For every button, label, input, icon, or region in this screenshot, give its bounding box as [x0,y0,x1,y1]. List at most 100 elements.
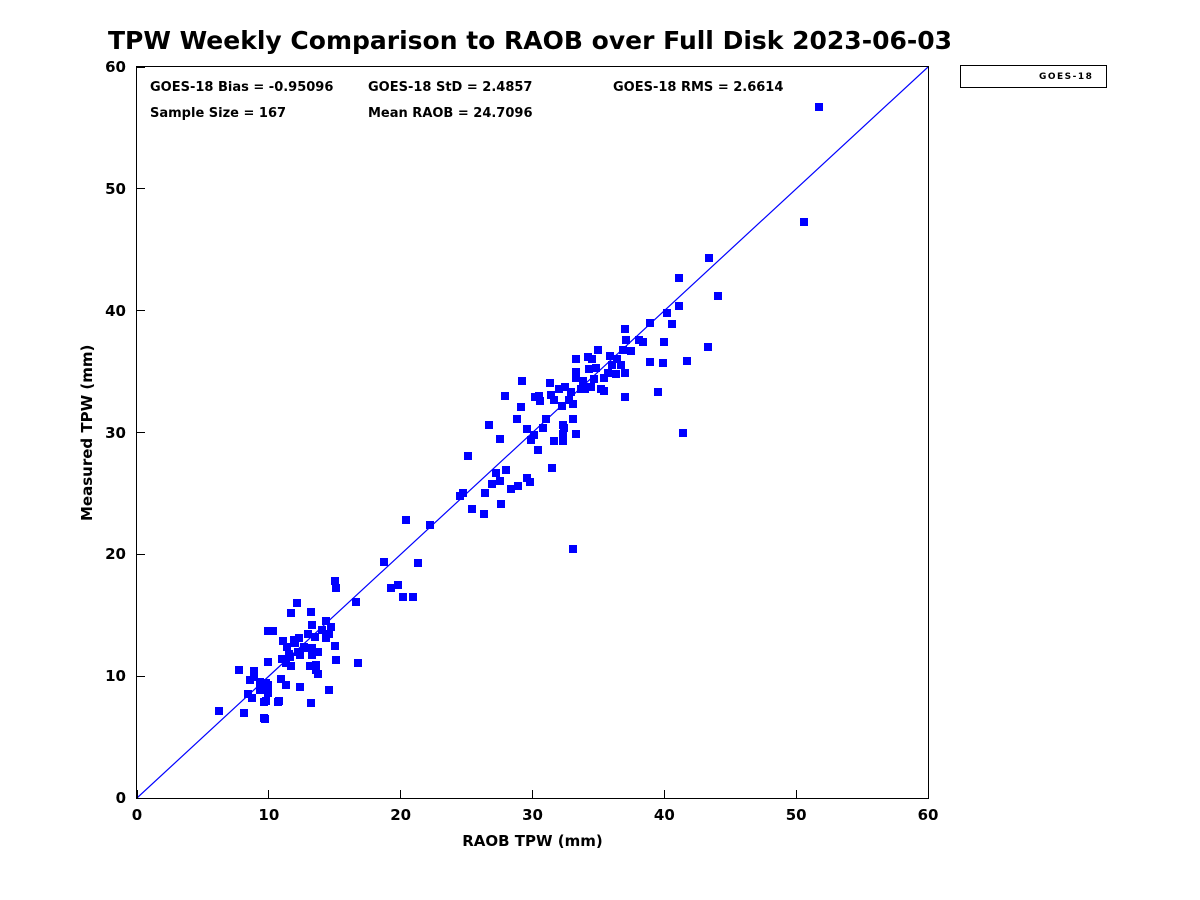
y-tick-label: 50 [105,179,126,198]
data-point-marker [263,680,272,689]
data-point-marker [313,669,322,678]
data-point-marker [662,309,671,318]
data-point-marker [281,658,290,667]
data-point-marker [569,545,578,554]
data-point-marker [578,377,587,386]
x-tick-label: 50 [785,806,807,824]
data-point-marker [639,338,648,347]
data-point-marker [484,421,493,430]
x-tick-label: 20 [390,806,412,824]
data-point-marker [296,651,305,660]
y-tick [137,310,145,312]
data-point-marker [401,516,410,525]
data-point-marker [305,662,314,671]
data-point-marker [276,674,285,683]
data-point-marker [569,400,578,409]
data-point-marker [255,678,264,687]
x-tick [136,790,138,798]
data-point-marker [307,607,316,616]
data-point-marker [620,368,629,377]
data-point-marker [622,335,631,344]
data-point-marker [303,644,312,653]
data-point-marker [325,685,334,694]
data-point-marker [263,657,272,666]
data-point-marker [234,666,243,675]
data-point-marker [255,685,264,694]
stat-rms: GOES-18 RMS = 2.6614 [613,80,784,95]
data-point-marker [467,505,476,514]
data-point-marker [627,346,636,355]
data-point-marker [594,345,603,354]
data-point-marker [678,428,687,437]
data-point-marker [561,383,570,392]
data-point-marker [539,423,548,432]
data-point-marker [214,707,223,716]
data-point-marker [281,680,290,689]
data-point-marker [572,429,580,438]
data-point-marker [379,557,388,566]
data-point-marker [310,633,319,642]
data-point-marker [572,355,580,364]
legend-marker-swatch [993,72,1002,81]
data-point-marker [250,667,259,676]
data-point-marker [660,338,669,347]
data-point-marker [285,652,294,661]
x-tick [795,790,797,798]
data-point-marker [250,673,259,682]
data-point-marker [619,345,628,354]
data-point-marker [413,558,422,567]
data-point-marker [263,627,272,636]
data-point-marker [351,597,360,606]
data-point-marker [399,592,408,601]
data-point-marker [332,584,341,593]
stat-std: GOES-18 StD = 2.4857 [368,80,533,95]
data-point-marker [529,430,538,439]
data-point-marker [458,489,467,498]
x-tick-label: 10 [258,806,280,824]
data-point-marker [554,384,563,393]
data-point-marker [616,361,625,370]
data-point-marker [408,592,417,601]
data-point-marker [599,387,608,396]
data-point-marker [557,401,566,410]
x-tick [532,790,533,798]
data-point-marker [287,608,296,617]
y-tick [137,66,145,68]
data-point-marker [572,367,580,376]
y-tick [137,675,145,677]
data-point-marker [308,620,317,629]
data-point-marker [292,599,301,608]
y-tick-label: 20 [105,545,126,564]
x-tick [400,790,402,798]
data-point-marker [535,391,544,400]
data-point-marker [275,696,284,705]
x-tick-label: 30 [522,806,543,824]
x-tick-label: 0 [131,806,143,824]
data-point-marker [263,689,272,698]
data-point-marker [653,388,662,397]
data-point-marker [502,466,511,475]
data-point-marker [603,368,612,377]
data-point-marker [659,359,667,368]
data-point-marker [565,395,574,404]
data-point-marker [549,437,558,446]
x-tick [663,790,665,798]
data-point-marker [491,468,500,477]
data-point-marker [645,357,654,366]
data-point-marker [330,641,339,650]
y-tick-label: 0 [115,789,126,807]
chart-title: TPW Weekly Comparison to RAOB over Full … [107,26,953,55]
data-point-marker [645,318,654,327]
data-point-marker [507,484,516,493]
data-point-marker [523,473,532,482]
x-tick-label: 60 [917,806,939,824]
data-point-marker [325,629,334,638]
data-point-marker [714,292,723,301]
data-point-marker [607,361,616,370]
data-point-marker [487,479,496,488]
data-point-marker [703,343,712,352]
data-point-marker [463,451,472,460]
data-point-marker [548,463,557,472]
data-point-marker [268,627,277,636]
